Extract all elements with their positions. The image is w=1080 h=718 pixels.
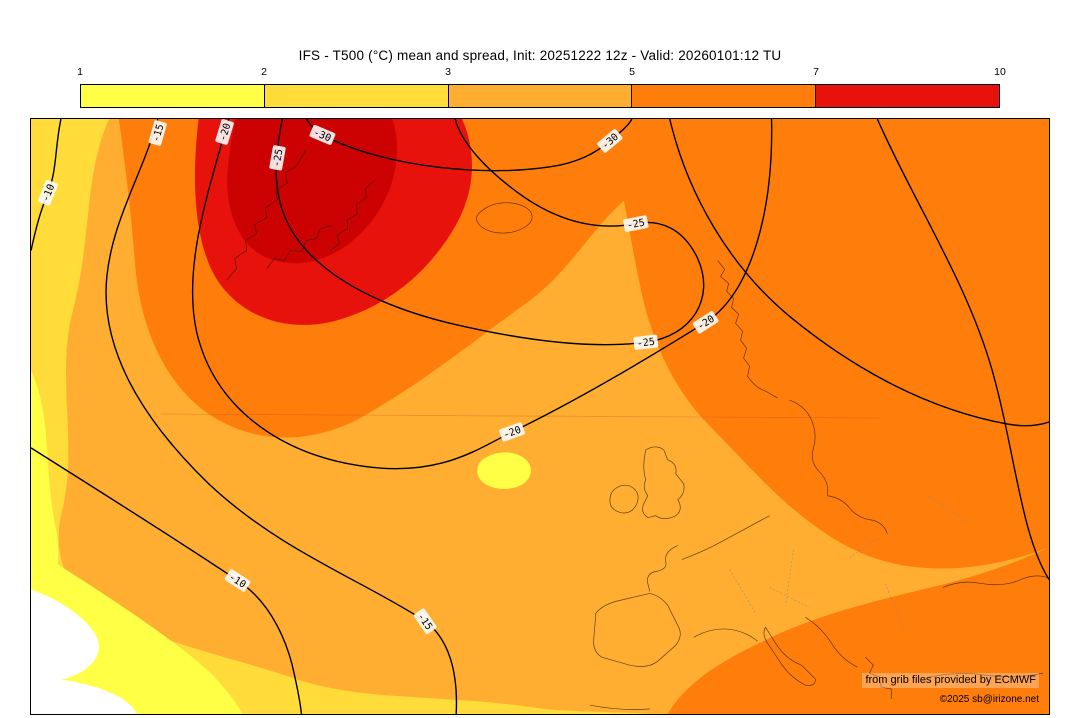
coastline-france-south bbox=[693, 628, 758, 642]
border-line bbox=[885, 583, 904, 630]
country-borders bbox=[729, 493, 968, 630]
colorbar bbox=[80, 84, 1000, 108]
colorbar-segment-5-7 bbox=[632, 85, 817, 107]
spread-fill-yellow-patch bbox=[477, 452, 531, 490]
credit-source: from grib files provided by ECMWF bbox=[862, 673, 1039, 688]
credits: from grib files provided by ECMWF ©2025 … bbox=[862, 669, 1039, 706]
credit-copyright: ©2025 sb@irizone.net bbox=[939, 694, 1039, 705]
border-line bbox=[729, 569, 756, 614]
contour-line-right-b bbox=[669, 119, 1049, 427]
coastline-france-west bbox=[647, 545, 678, 592]
coastline-aegean bbox=[865, 656, 892, 700]
coastline-greenland-east bbox=[226, 148, 307, 281]
colorbar-segment-2-3 bbox=[264, 85, 449, 107]
svg-text:-25: -25 bbox=[272, 148, 286, 168]
border-line bbox=[769, 587, 810, 608]
border-line bbox=[785, 549, 794, 606]
contour-label--25: -25 bbox=[633, 334, 659, 350]
contour-labels: -10-15 -20-25-30 -30-25-20-25-20-10-15 bbox=[38, 119, 719, 635]
coastline-norway bbox=[717, 260, 778, 399]
colorbar-tick-3: 3 bbox=[445, 66, 451, 78]
coastlines bbox=[226, 148, 1048, 710]
coastline-black-sea bbox=[943, 575, 1048, 588]
coastline-britain bbox=[642, 446, 685, 520]
weather-map: -10-15 -20-25-30 -30-25-20-25-20-10-15 bbox=[31, 119, 1049, 714]
colorbar-segment-7-10 bbox=[816, 85, 999, 107]
spread-fill-yellow-bottom bbox=[31, 547, 243, 714]
contour-line-right-a bbox=[876, 119, 1049, 580]
coastline-iberia bbox=[593, 593, 681, 667]
coastline-anatolia bbox=[929, 672, 1044, 678]
colorbar-ticks: 1 2 3 5 7 10 bbox=[77, 66, 1006, 80]
coastline-italy bbox=[763, 626, 816, 686]
chart-title: IFS - T500 (°C) mean and spread, Init: 2… bbox=[298, 48, 782, 63]
spread-fill-white-b bbox=[31, 677, 137, 714]
colorbar-tick-10: 10 bbox=[994, 66, 1006, 78]
latitude-gridline bbox=[160, 413, 880, 419]
coastline-iceland bbox=[476, 202, 533, 234]
coastline-baltic-gulfs bbox=[827, 495, 888, 534]
coastline-north-sea bbox=[681, 515, 770, 560]
contour-label--25: -25 bbox=[623, 215, 649, 232]
coastline-ireland bbox=[609, 484, 639, 514]
svg-text:-25: -25 bbox=[626, 218, 646, 232]
contour-line-minus25 bbox=[275, 119, 705, 346]
colorbar-tick-1: 1 bbox=[77, 66, 83, 78]
contour-label--20: -20 bbox=[215, 119, 234, 145]
svg-text:-15: -15 bbox=[151, 123, 167, 143]
spread-fill-red-core bbox=[227, 119, 398, 264]
svg-text:-25: -25 bbox=[636, 337, 655, 350]
map-panel: -10 -15 -20 -25 -30 -30 -25 -20 -25 -20 -10 -15 fro… bbox=[30, 118, 1050, 715]
contour-line-minus20 bbox=[191, 119, 773, 470]
coastline-gibraltar bbox=[589, 704, 650, 710]
contour-line-minus10-southwest bbox=[31, 447, 303, 714]
coastline-greenland-north bbox=[330, 180, 375, 251]
spread-fill-regions bbox=[31, 119, 1049, 714]
coastline-greenland-inner bbox=[266, 225, 332, 269]
coastline-sweden-baltic bbox=[789, 399, 829, 496]
coastline-adriatic bbox=[805, 617, 858, 668]
contour-label--15: -15 bbox=[148, 120, 167, 146]
colorbar-tick-5: 5 bbox=[629, 66, 635, 78]
colorbar-tick-7: 7 bbox=[813, 66, 819, 78]
contour-label--25: -25 bbox=[269, 145, 286, 171]
spread-fill-white-a bbox=[31, 589, 99, 683]
border-line bbox=[925, 493, 968, 522]
colorbar-segment-3-5 bbox=[448, 85, 633, 107]
colorbar-tick-2: 2 bbox=[261, 66, 267, 78]
spread-fill-orange-southeast bbox=[667, 547, 1049, 714]
colorbar-segment-1-2 bbox=[81, 85, 265, 107]
svg-text:-20: -20 bbox=[218, 122, 234, 142]
